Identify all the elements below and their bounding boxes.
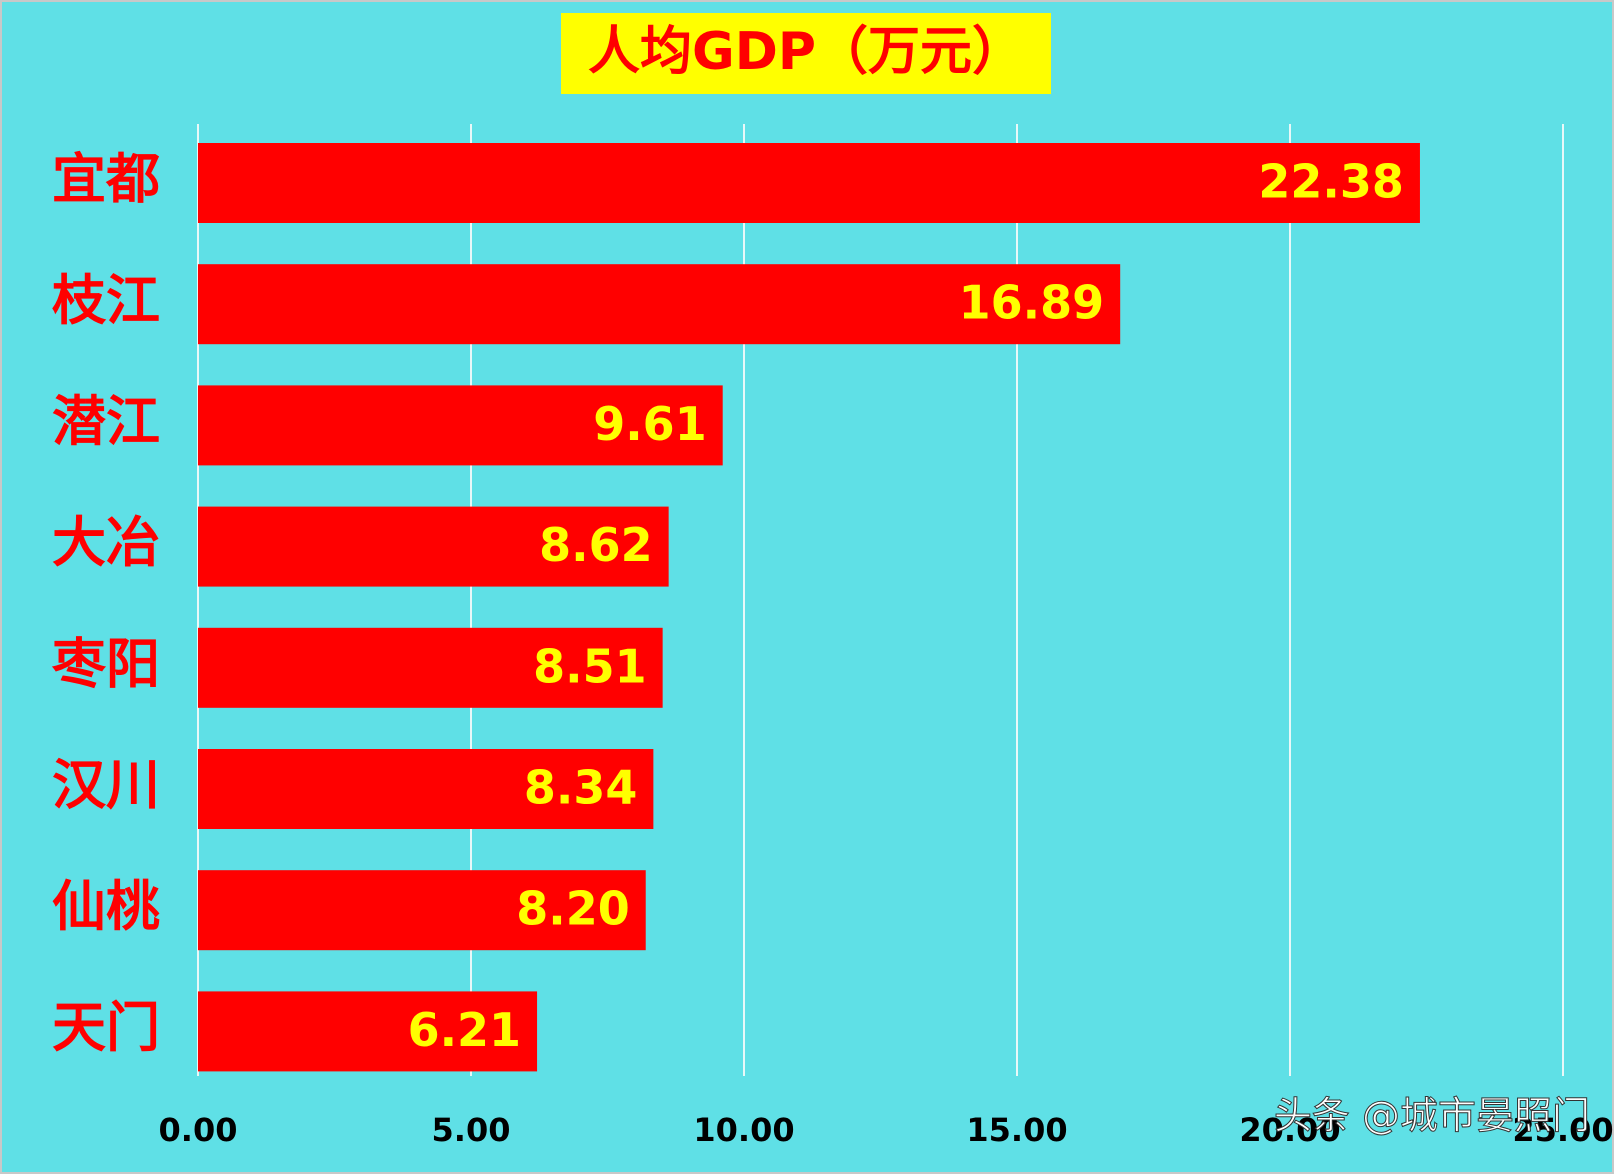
y-tick-label: 汉川 (52, 754, 160, 817)
y-tick-label: 大冶 (52, 511, 160, 574)
y-tick-label: 枣阳 (51, 632, 160, 695)
value-label: 16.89 (959, 276, 1105, 330)
bar (198, 385, 723, 466)
bar (198, 749, 654, 829)
y-tick-label: 枝江 (52, 269, 160, 332)
x-tick-label: 5.00 (432, 1111, 511, 1149)
bar (198, 264, 1121, 345)
value-label: 22.38 (1258, 155, 1404, 209)
y-tick-label: 仙桃 (52, 875, 160, 938)
title-box (561, 13, 1051, 94)
x-tick-label: 25.00 (1512, 1111, 1613, 1149)
value-label: 8.20 (516, 882, 630, 936)
x-tick-label: 0.00 (159, 1111, 238, 1149)
value-label: 9.61 (593, 397, 707, 451)
y-tick-label: 天门 (52, 996, 160, 1059)
watermark: 头条 @城市晏照门 (1274, 1094, 1590, 1138)
bar (198, 506, 669, 587)
y-tick-label: 宜都 (52, 148, 160, 211)
value-label: 6.21 (408, 1003, 522, 1057)
plot: 0.00 5.00 10.00 15.00 20.00 25.00 宜都 22.38 枝江 16.… (51, 124, 1614, 1149)
x-tick-label: 20.00 (1239, 1111, 1340, 1149)
y-tick-label: 潜江 (52, 390, 160, 453)
x-tick-label: 10.00 (693, 1111, 794, 1149)
bar (198, 991, 538, 1072)
bar (198, 870, 646, 951)
chart-title: 人均GDP（万元） (588, 22, 1024, 82)
value-label: 8.51 (533, 639, 647, 693)
bar (198, 627, 663, 708)
x-tick-label: 15.00 (966, 1111, 1067, 1149)
bar (198, 143, 1420, 223)
value-label: 8.62 (539, 518, 653, 572)
value-label: 8.34 (524, 761, 638, 815)
